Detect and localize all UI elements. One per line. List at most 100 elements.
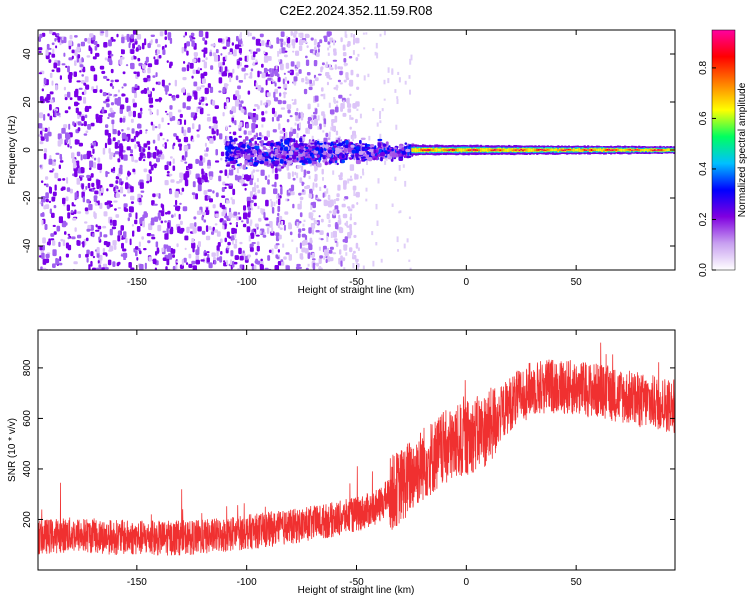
heatmap-cell: [64, 93, 68, 98]
heatmap-cell: [571, 149, 574, 151]
heatmap-cell: [204, 40, 208, 45]
heatmap-cell: [350, 175, 352, 178]
heatmap-cell: [43, 148, 48, 153]
heatmap-cell: [114, 79, 119, 83]
heatmap-cell: [287, 160, 293, 164]
heatmap-cell: [367, 146, 371, 150]
heatmap-cell: [285, 62, 290, 69]
heatmap-cell: [313, 40, 316, 46]
heatmap-cell: [231, 117, 235, 123]
heatmap-cell: [128, 213, 132, 218]
heatmap-cell: [268, 41, 271, 47]
heatmap-cell: [174, 79, 177, 87]
heatmap-cell: [62, 239, 66, 247]
heatmap-cell: [132, 30, 137, 35]
heatmap-cell: [108, 136, 111, 140]
heatmap-cell: [228, 144, 233, 147]
heatmap-cell: [375, 203, 378, 210]
heatmap-cell: [104, 129, 109, 136]
heatmap-cell: [88, 188, 92, 192]
y-tick-label: 800: [22, 359, 33, 376]
heatmap-cell: [255, 252, 258, 256]
heatmap-cell: [166, 161, 170, 166]
heatmap-cell: [537, 149, 541, 151]
heatmap-cell: [83, 121, 87, 127]
heatmap-cell: [316, 52, 320, 57]
heatmap-cell: [209, 198, 213, 203]
heatmap-cell: [71, 236, 76, 240]
heatmap-cell: [288, 150, 294, 155]
heatmap-cell: [74, 227, 77, 232]
heatmap-cell: [279, 130, 284, 134]
heatmap-cell: [139, 152, 144, 159]
heatmap-cell: [342, 239, 346, 243]
heatmap-cell: [168, 111, 173, 118]
heatmap-cell: [139, 129, 143, 135]
heatmap-cell: [212, 226, 215, 232]
heatmap-cell: [125, 97, 129, 103]
heatmap-cell: [50, 99, 54, 104]
y-tick-label: -40: [22, 238, 33, 253]
heatmap-cell: [347, 108, 352, 113]
heatmap-cell: [492, 149, 495, 151]
heatmap-cell: [246, 226, 251, 233]
heatmap-cell: [197, 106, 202, 109]
heatmap-cell: [58, 262, 63, 266]
heatmap-cell: [641, 149, 644, 151]
heatmap-cell: [192, 265, 197, 270]
heatmap-cell: [250, 68, 254, 72]
heatmap-cell: [280, 259, 284, 262]
heatmap-cell: [51, 69, 55, 72]
heatmap-cell: [259, 33, 264, 38]
heatmap-cell: [410, 54, 413, 61]
heatmap-cell: [307, 252, 311, 259]
heatmap-cell: [263, 136, 268, 141]
heatmap-cell: [298, 45, 303, 51]
heatmap-cell: [192, 58, 197, 63]
heatmap-cell: [41, 219, 44, 226]
heatmap-cell: [246, 148, 251, 154]
heatmap-cell: [323, 93, 326, 100]
heatmap-cell: [38, 134, 42, 137]
heatmap-cell: [100, 31, 105, 34]
heatmap-cell: [301, 247, 306, 253]
heatmap-cell: [590, 149, 593, 151]
heatmap-cell: [256, 178, 259, 182]
heatmap-cell: [245, 123, 250, 129]
heatmap-cell: [207, 83, 211, 88]
heatmap-cell: [119, 164, 123, 169]
heatmap-cell: [174, 191, 179, 198]
heatmap-cell: [220, 151, 225, 157]
heatmap-cell: [457, 148, 460, 151]
heatmap-cell: [76, 102, 80, 105]
heatmap-cell: [172, 96, 176, 101]
heatmap-cell: [264, 217, 269, 221]
heatmap-cell: [215, 149, 218, 156]
heatmap-cell: [117, 89, 120, 93]
heatmap-cell: [178, 213, 181, 220]
heatmap-cell: [209, 176, 213, 180]
heatmap-cell: [650, 149, 653, 151]
heatmap-cell: [255, 234, 260, 237]
heatmap-cell: [280, 42, 283, 48]
heatmap-cell: [344, 144, 349, 149]
heatmap-cell: [311, 114, 314, 118]
heatmap-cell: [312, 50, 315, 53]
heatmap-cell: [294, 98, 297, 104]
heatmap-cell: [288, 223, 292, 230]
heatmap-cell: [352, 103, 356, 109]
heatmap-cell: [88, 105, 92, 109]
heatmap-cell: [222, 225, 225, 230]
heatmap-cell: [61, 63, 66, 66]
heatmap-cell: [235, 75, 239, 81]
heatmap-cell: [254, 157, 257, 161]
heatmap-cell: [263, 67, 268, 73]
heatmap-cell: [343, 267, 346, 270]
heatmap-cell: [349, 247, 353, 253]
heatmap-cell: [221, 187, 225, 192]
heatmap-cell: [107, 259, 112, 266]
heatmap-cell: [90, 251, 94, 257]
heatmap-cell: [225, 36, 228, 40]
heatmap-cell: [224, 146, 228, 151]
heatmap-cell: [129, 154, 134, 157]
